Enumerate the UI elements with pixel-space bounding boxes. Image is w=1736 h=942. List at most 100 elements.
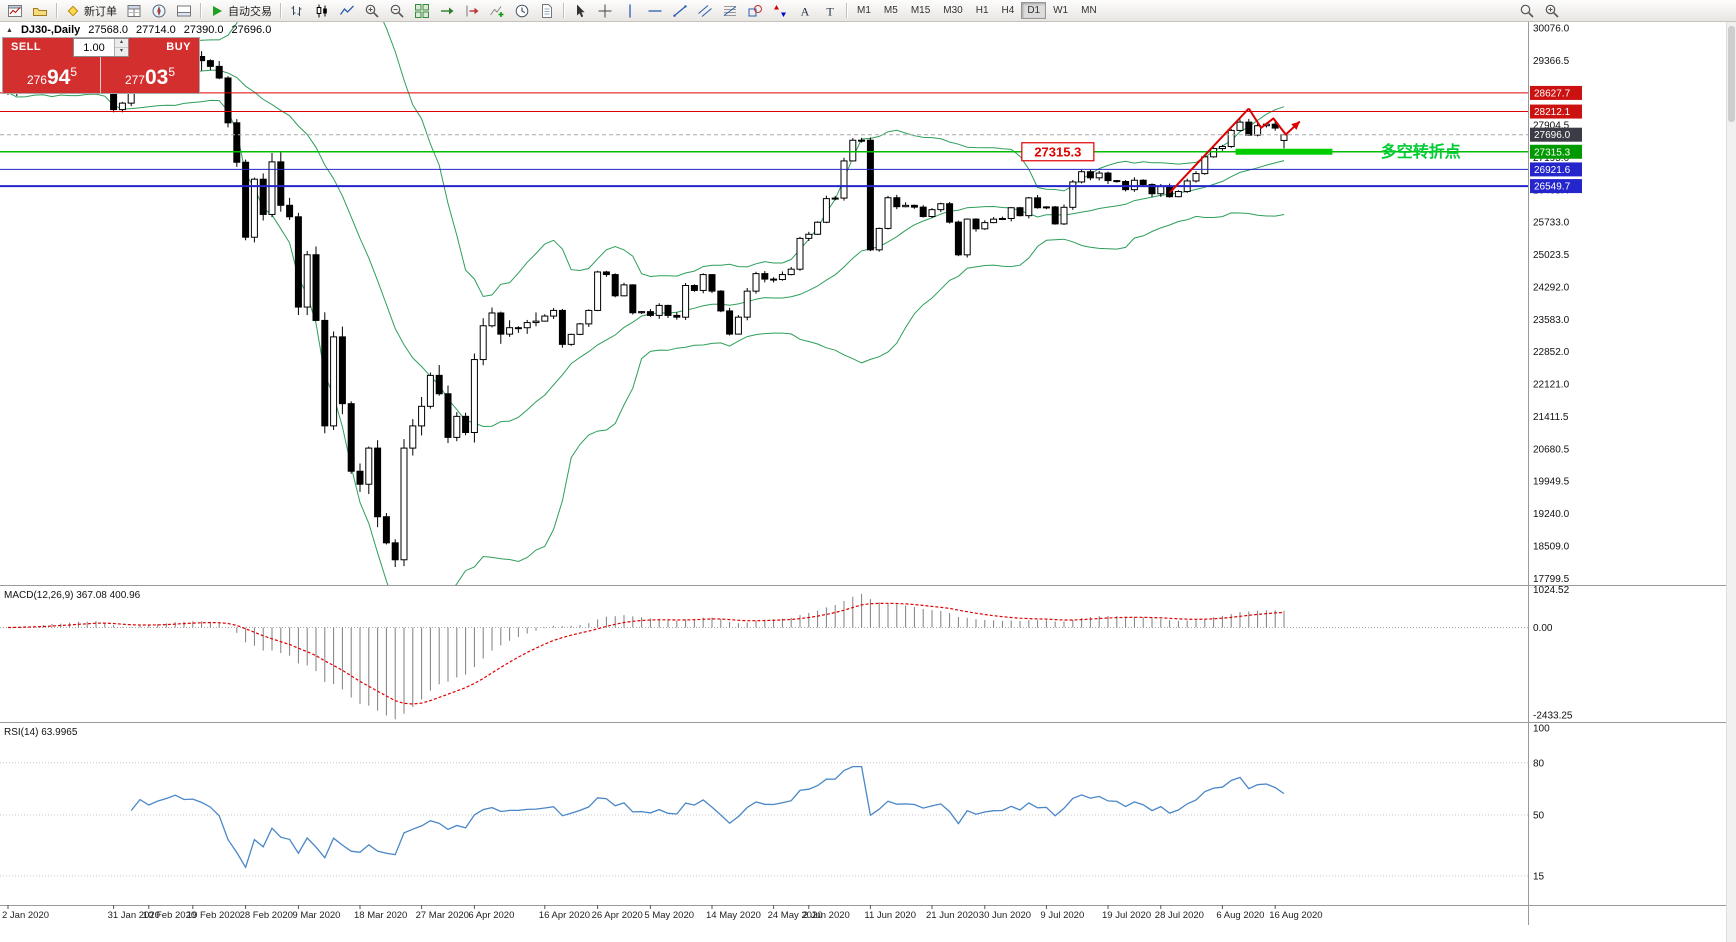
toolbar-separator: [846, 3, 847, 18]
cursor-button[interactable]: [568, 1, 592, 20]
indicators-button[interactable]: [485, 1, 509, 20]
price-axis-label: 27904.5: [1533, 121, 1570, 132]
vertical-scrollbar[interactable]: [1726, 22, 1736, 942]
collapse-icon[interactable]: ▲: [6, 26, 13, 34]
line-chart-button[interactable]: [335, 1, 359, 20]
rsi-axis-label: 80: [1533, 758, 1545, 769]
buy-button[interactable]: BUY 277035: [100, 38, 199, 93]
navigator-button[interactable]: [147, 1, 171, 20]
crosshair-button[interactable]: [593, 1, 617, 20]
toolbar-separator: [200, 3, 201, 18]
zoom-window-button[interactable]: [1540, 1, 1564, 20]
price-callout-box[interactable]: [1021, 142, 1095, 162]
market-watch-button[interactable]: [122, 1, 146, 20]
svg-text:T: T: [826, 4, 834, 18]
time-axis-label: 19 Jul 2020: [1102, 910, 1151, 921]
trend-line[interactable]: [1168, 107, 1250, 194]
price-tag-text: 26921.6: [1534, 165, 1571, 176]
find-symbol-button[interactable]: [1515, 1, 1539, 20]
profiles-button[interactable]: [28, 1, 52, 20]
price-axis-label: 21411.5: [1533, 412, 1569, 423]
equidistant-channel-button[interactable]: [693, 1, 717, 20]
timeframe-w1-button[interactable]: W1: [1047, 2, 1074, 19]
zoom-in-icon: [365, 4, 379, 18]
new-chart-button[interactable]: [3, 1, 27, 20]
zoom-out-icon: [390, 4, 404, 18]
candle-chart-button[interactable]: [310, 1, 334, 20]
time-axis-label: 2 Jan 2020: [2, 910, 49, 921]
text-icon: A: [801, 4, 810, 18]
horizontal-line-button[interactable]: [643, 1, 667, 20]
vertical-line-button[interactable]: [618, 1, 642, 20]
chart-shift-icon: [466, 5, 479, 16]
fibonacci-icon: [723, 5, 737, 16]
auto-scroll-button[interactable]: [435, 1, 459, 20]
symbol-name: DJ30-,Daily: [20, 24, 81, 36]
timeframe-d1-button[interactable]: D1: [1021, 2, 1047, 19]
bar-chart-button[interactable]: [285, 1, 309, 20]
volume-input[interactable]: [74, 39, 114, 56]
time-axis-label: 11 Jun 2020: [864, 910, 916, 921]
time-axis-label: 2 Jun 2020: [803, 910, 850, 921]
periods-icon: [515, 4, 529, 17]
text-button[interactable]: A: [793, 1, 817, 20]
trendline-button[interactable]: [668, 1, 692, 20]
time-axis-label: 6 Apr 2020: [468, 910, 514, 921]
zoom-in-button[interactable]: [360, 1, 384, 20]
time-axis-label: 21 Jun 2020: [926, 910, 978, 921]
toolbar: 新订单 自动交易 A T M1 M5 M15 M30 H1 H4 D1 W1 MN: [0, 0, 1736, 22]
fibonacci-button[interactable]: [718, 1, 742, 20]
shapes-button[interactable]: [743, 1, 767, 20]
time-axis-label: 28 Feb 2020: [240, 910, 293, 921]
timeframe-h4-button[interactable]: H4: [996, 2, 1021, 19]
auto-trading-button[interactable]: 自动交易: [205, 1, 276, 20]
timeframe-h1-button[interactable]: H1: [970, 2, 995, 19]
chart-shift-button[interactable]: [460, 1, 484, 20]
text-label-button[interactable]: T: [818, 1, 842, 20]
terminal-button[interactable]: [172, 1, 196, 20]
tile-windows-button[interactable]: [410, 1, 434, 20]
indicators-icon: [490, 5, 504, 17]
zoom-out-button[interactable]: [385, 1, 409, 20]
timeframe-m1-button[interactable]: M1: [851, 2, 877, 19]
volume-up-button[interactable]: ▴: [115, 39, 128, 48]
price-tag: [1530, 179, 1582, 194]
trend-line[interactable]: [1247, 107, 1301, 136]
candle-chart-icon: [316, 4, 327, 17]
volume-down-button[interactable]: ▾: [115, 48, 128, 56]
templates-button[interactable]: [535, 1, 559, 20]
ohlc-low: 27390.0: [183, 24, 224, 36]
price-axis-label: 24292.0: [1533, 282, 1570, 293]
time-axis-label: 14 May 2020: [706, 910, 761, 921]
price-axis-label: 18509.0: [1533, 541, 1570, 552]
chart-window: 27315.3多空转折点30076.029366.528657.127904.5…: [0, 22, 1736, 942]
macd-signal-line: [7, 602, 1285, 705]
price-tag: [1530, 144, 1582, 159]
periods-button[interactable]: [510, 1, 534, 20]
timeframe-mn-button[interactable]: MN: [1075, 2, 1103, 19]
new-order-icon: [67, 5, 79, 16]
timeframe-m15-button[interactable]: M15: [905, 2, 936, 19]
price-chart: 27315.3多空转折点30076.029366.528657.127904.5…: [0, 22, 1736, 942]
macd-axis-label: 1024.52: [1533, 585, 1570, 596]
price-axis-label: 20680.5: [1533, 444, 1570, 455]
timeframe-m5-button[interactable]: M5: [878, 2, 904, 19]
market-watch-icon: [127, 4, 141, 17]
price-tag: [1530, 104, 1582, 119]
scrollbar-thumb[interactable]: [1728, 26, 1735, 122]
buy-label: BUY: [166, 41, 191, 53]
arrows-button[interactable]: [768, 1, 792, 20]
tile-windows-icon: [415, 3, 429, 18]
timeframe-m30-button[interactable]: M30: [937, 2, 968, 19]
price-tag: [1530, 127, 1582, 142]
price-axis-label: 22852.0: [1533, 347, 1570, 358]
one-click-trading-panel: SELL 276945 BUY 277035 ▴ ▾: [2, 37, 200, 94]
price-axis-label: 23583.0: [1533, 315, 1570, 326]
time-axis-label: 27 Mar 2020: [416, 910, 469, 921]
profiles-icon: [33, 7, 47, 16]
toolbar-separator: [56, 3, 57, 18]
new-order-button[interactable]: 新订单: [61, 1, 121, 20]
turning-point-text: 多空转折点: [1381, 142, 1461, 161]
auto-scroll-icon: [441, 7, 454, 14]
